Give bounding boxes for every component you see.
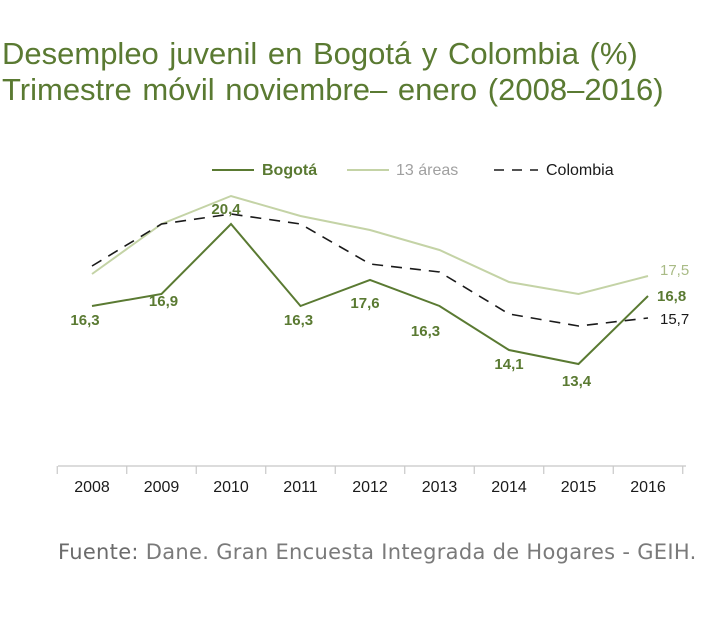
series-line-colombia [91,213,649,327]
legend-label-bogot-: Bogotá [262,162,317,179]
x-tick-label: 2016 [630,479,666,496]
x-tick-label: 2011 [283,479,318,496]
x-tick-label: 2012 [352,479,388,496]
legend-label-colombia: Colombia [546,162,614,179]
data-label-bogota: 16,8 [657,288,686,305]
data-label-bogota: 16,3 [284,312,313,329]
data-label-bogota: 17,6 [350,295,379,312]
x-tick-label: 2010 [213,479,249,496]
data-label-bogota: 20,4 [211,201,241,218]
source-note: Fuente: Dane. Gran Encuesta Integrada de… [58,536,708,569]
series-line-13-reas [91,194,649,296]
source-text: Dane. Gran Encuesta Integrada de Hogares… [145,540,697,564]
data-label-bogota: 16,3 [411,323,440,340]
data-label-bogota: 14,1 [494,356,523,373]
legend-label-13-reas: 13 áreas [396,162,458,179]
x-tick-label: 2009 [144,479,180,496]
series-line-bogot- [91,222,649,366]
x-tick-label: 2008 [74,479,110,496]
chart-title: Desempleo juvenil en Bogotá y Colombia (… [2,36,664,107]
x-tick-label: 2013 [422,479,458,496]
data-label-bogota: 13,4 [562,373,592,390]
data-label-bogota: 16,3 [70,312,99,329]
data-label-bogota: 16,9 [149,293,178,310]
source-label: Fuente: [58,540,139,564]
data-label-colombia: 15,7 [660,311,689,328]
data-label-13-areas: 17,5 [660,262,689,279]
x-tick-label: 2014 [491,479,527,496]
x-tick-label: 2015 [561,479,597,496]
